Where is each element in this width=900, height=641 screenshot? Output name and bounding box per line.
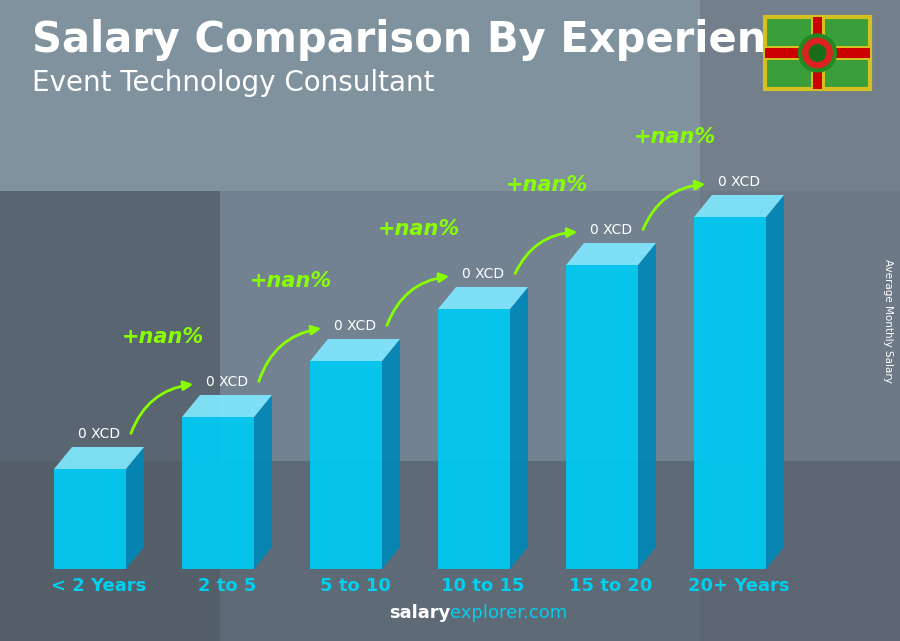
Bar xyxy=(694,217,766,569)
Polygon shape xyxy=(566,243,656,265)
Bar xyxy=(765,49,870,58)
Text: salary: salary xyxy=(389,604,450,622)
Polygon shape xyxy=(382,339,400,569)
Polygon shape xyxy=(438,287,528,309)
Bar xyxy=(310,361,382,569)
Bar xyxy=(438,309,510,569)
Bar xyxy=(765,50,870,56)
Text: +nan%: +nan% xyxy=(122,327,204,347)
Polygon shape xyxy=(638,243,656,569)
Text: 10 to 15: 10 to 15 xyxy=(441,577,525,595)
Bar xyxy=(0,461,900,641)
Bar xyxy=(811,17,824,89)
Text: 0 XCD: 0 XCD xyxy=(206,375,248,389)
Bar xyxy=(765,17,870,89)
Polygon shape xyxy=(182,395,272,417)
Polygon shape xyxy=(126,447,144,569)
Bar xyxy=(815,17,820,89)
Text: Event Technology Consultant: Event Technology Consultant xyxy=(32,69,435,97)
Circle shape xyxy=(800,35,835,71)
Bar xyxy=(220,191,720,491)
Polygon shape xyxy=(54,447,144,469)
Text: +nan%: +nan% xyxy=(250,271,332,291)
Text: 20+ Years: 20+ Years xyxy=(688,577,790,595)
Text: Average Monthly Salary: Average Monthly Salary xyxy=(883,259,893,383)
Polygon shape xyxy=(694,195,784,217)
Text: 0 XCD: 0 XCD xyxy=(590,223,632,237)
Text: 0 XCD: 0 XCD xyxy=(462,267,504,281)
Text: < 2 Years: < 2 Years xyxy=(51,577,147,595)
Bar xyxy=(813,17,822,89)
Text: 0 XCD: 0 XCD xyxy=(718,175,760,189)
Bar xyxy=(54,469,126,569)
Text: 0 XCD: 0 XCD xyxy=(78,427,120,441)
Polygon shape xyxy=(510,287,528,569)
Polygon shape xyxy=(766,195,784,569)
Text: explorer.com: explorer.com xyxy=(450,604,567,622)
Text: 2 to 5: 2 to 5 xyxy=(198,577,256,595)
Circle shape xyxy=(808,44,826,62)
Bar xyxy=(765,51,870,55)
Bar xyxy=(700,0,900,641)
Bar xyxy=(0,191,220,641)
Bar xyxy=(814,17,821,89)
Bar xyxy=(566,265,638,569)
Text: 15 to 20: 15 to 20 xyxy=(570,577,652,595)
Polygon shape xyxy=(254,395,272,569)
Text: 5 to 10: 5 to 10 xyxy=(320,577,391,595)
Bar xyxy=(0,0,900,191)
Text: +nan%: +nan% xyxy=(634,127,716,147)
Text: 0 XCD: 0 XCD xyxy=(334,319,376,333)
Bar xyxy=(182,417,254,569)
Text: Salary Comparison By Experience: Salary Comparison By Experience xyxy=(32,19,819,61)
Text: +nan%: +nan% xyxy=(506,175,588,195)
Bar xyxy=(765,46,870,60)
Polygon shape xyxy=(310,339,400,361)
Text: +nan%: +nan% xyxy=(378,219,460,239)
